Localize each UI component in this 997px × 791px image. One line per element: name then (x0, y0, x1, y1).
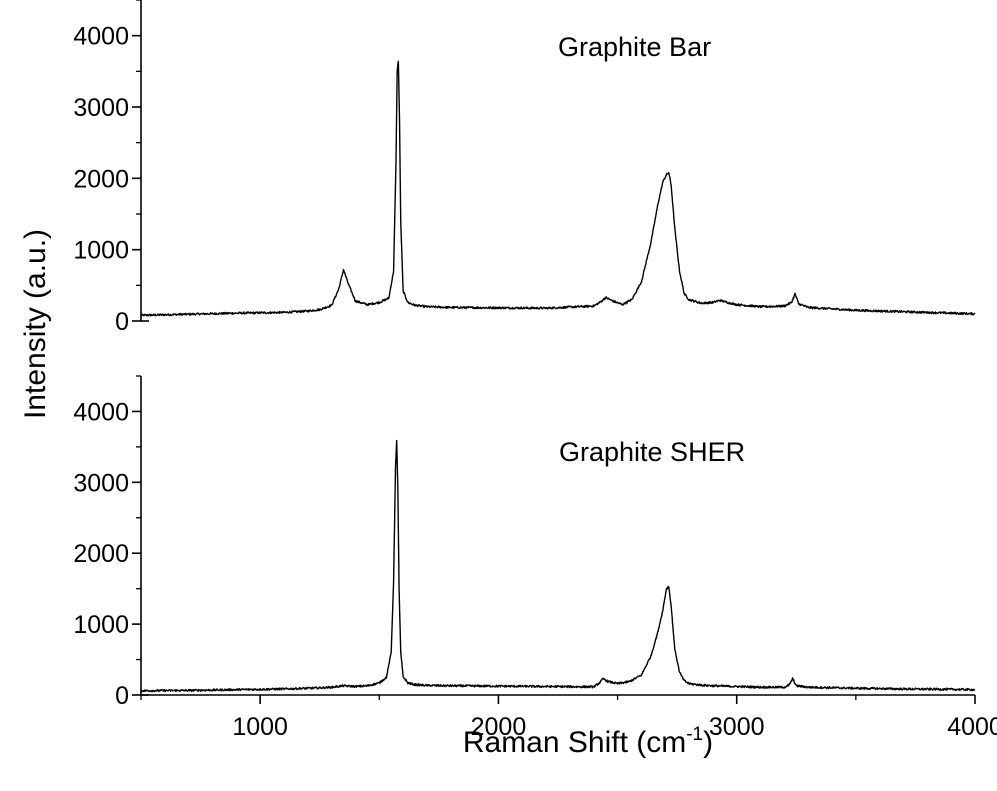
x-axis-ticks: 1000 2000 3000 4000 (140, 694, 997, 741)
y-tick-label: 3000 (73, 469, 129, 497)
x-tick-label: 2000 (471, 713, 527, 741)
panel-title-graphite-bar: Graphite Bar (558, 32, 711, 62)
y-tick-label: 1000 (73, 611, 129, 639)
y-tick-label: 2000 (73, 165, 129, 193)
x-axis-label-suffix: ) (703, 726, 713, 759)
panel-graphite-sher-axes (140, 376, 149, 696)
x-axis-label-main: Raman Shift (cm (463, 726, 686, 759)
panel-graphite-bar-y-ticks: 0 1000 2000 3000 4000 (73, 0, 141, 336)
y-tick-label: 2000 (73, 540, 129, 568)
graphite-bar-spectrum-line (140, 60, 976, 317)
x-tick-label: 3000 (709, 713, 765, 741)
x-tick-label: 4000 (947, 713, 997, 741)
x-axis-label-superscript: -1 (686, 724, 703, 745)
y-tick-label: 0 (115, 308, 129, 336)
panel-graphite-bar-axes (140, 0, 149, 322)
graphite-sher-spectrum-line (140, 439, 976, 693)
y-tick-label: 4000 (73, 398, 129, 426)
panel-graphite-sher: 0 1000 2000 3000 4000 Graphite SHER (73, 375, 976, 710)
x-axis-label: Raman Shift (cm-1) (463, 724, 713, 759)
panel-graphite-bar: 0 1000 2000 3000 4000 Graphite Bar (73, 0, 976, 336)
panel-graphite-sher-y-ticks: 0 1000 2000 3000 4000 (73, 375, 141, 710)
y-tick-label: 0 (115, 682, 129, 710)
y-tick-label: 4000 (73, 23, 129, 51)
panel-title-graphite-sher: Graphite SHER (559, 437, 745, 467)
x-tick-label: 1000 (232, 713, 288, 741)
y-axis-label: Intensity (a.u.) (19, 229, 52, 419)
y-tick-label: 1000 (73, 237, 129, 265)
y-tick-label: 3000 (73, 94, 129, 122)
